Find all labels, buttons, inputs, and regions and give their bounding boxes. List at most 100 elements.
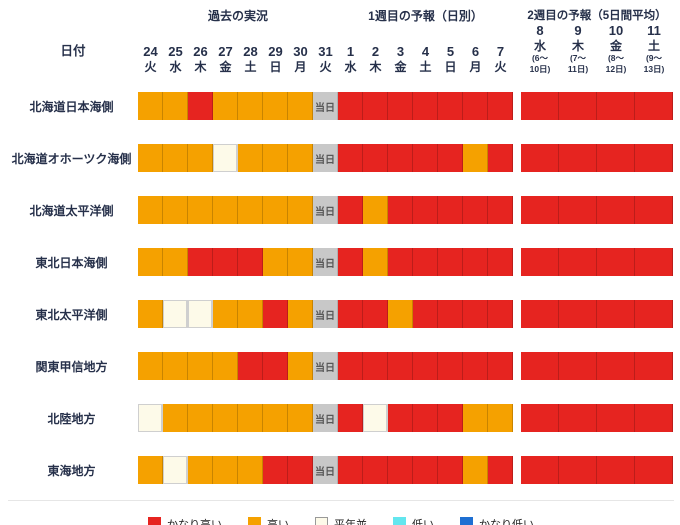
date-weekday: 土 <box>244 59 257 74</box>
date-weekday: 月 <box>469 59 482 74</box>
category-cell <box>188 92 213 120</box>
category-cell <box>463 144 488 172</box>
category-cell <box>188 196 213 224</box>
date-column-header: 29 日 <box>263 45 288 74</box>
category-cell <box>213 144 238 172</box>
category-cell <box>238 196 263 224</box>
date-number: 5 <box>446 44 455 60</box>
category-cell <box>163 92 188 120</box>
date-weekday: 水 <box>533 38 546 53</box>
category-cell <box>413 248 438 276</box>
category-cell <box>263 352 288 380</box>
category-cell <box>238 456 263 484</box>
date-range-top: (7〜 <box>569 52 587 63</box>
region-label: 関東甲信地方 <box>35 359 108 374</box>
date-column-header: 25 水 <box>163 45 188 74</box>
category-cell <box>363 248 388 276</box>
category-cell <box>413 352 438 380</box>
date-column-header: 27 金 <box>213 45 238 74</box>
category-cell <box>438 144 463 172</box>
category-cell <box>163 404 188 432</box>
category-cell <box>363 404 388 432</box>
category-cell <box>213 404 238 432</box>
category-cell <box>163 300 188 328</box>
category-cell <box>413 456 438 484</box>
date-number: 9 <box>574 23 582 38</box>
week2-cell <box>635 300 673 328</box>
category-cell <box>188 300 213 328</box>
date-weekday: 土 <box>647 38 660 53</box>
date-number: 11 <box>647 23 661 38</box>
category-cell <box>463 404 488 432</box>
legend-item: 低い <box>393 516 434 525</box>
region-rows: 北海道日本海側 当日 北海道オホーツク海側 当日 北海道太平洋側 当日 東北日本海側 当日 東北… <box>8 80 674 496</box>
category-cell <box>238 144 263 172</box>
category-cell <box>163 352 188 380</box>
category-cell <box>138 248 163 276</box>
week2-cell <box>635 248 673 276</box>
week2-cell <box>559 300 597 328</box>
date-weekday: 土 <box>419 59 432 74</box>
date-column-header: 24 火 <box>138 45 163 74</box>
date-number: 31 <box>318 44 333 60</box>
category-cell <box>463 196 488 224</box>
week2-cell <box>559 144 597 172</box>
legend: かなり高い 高い 平年並 低い かなり低い <box>8 500 674 525</box>
category-cell <box>338 92 363 120</box>
category-cell <box>463 248 488 276</box>
category-cell <box>263 92 288 120</box>
date-number: 3 <box>396 44 405 60</box>
category-cell <box>388 248 413 276</box>
region-row: 北海道太平洋側 当日 <box>8 184 674 236</box>
category-cell <box>338 300 363 328</box>
week2-cell <box>597 456 635 484</box>
category-cell <box>488 144 513 172</box>
category-cell <box>488 300 513 328</box>
legend-swatch <box>248 517 261 525</box>
week2-column-header: 9 木 (7〜 11日) <box>559 23 597 74</box>
date-number: 28 <box>243 44 258 60</box>
date-column-title: 日付 <box>60 43 86 58</box>
date-number: 1 <box>346 44 355 60</box>
category-cell <box>363 196 388 224</box>
category-cell <box>338 144 363 172</box>
category-cell <box>388 92 413 120</box>
date-header-row: 日付 24 火 25 水 26 木 27 金 28 土 29 日 30 月 31 火 1 水 2 木 3 金 4 土 5 日 6 月 7… <box>8 23 674 74</box>
region-row: 関東甲信地方 当日 <box>8 340 674 392</box>
date-range-bottom: 11日) <box>567 63 589 74</box>
date-weekday: 水 <box>169 59 182 74</box>
date-weekday: 日 <box>444 59 457 74</box>
legend-swatch <box>148 517 161 525</box>
region-label: 北海道オホーツク海側 <box>11 151 132 166</box>
category-cell <box>338 456 363 484</box>
category-cell <box>213 92 238 120</box>
category-cell <box>288 300 313 328</box>
category-cell <box>363 352 388 380</box>
date-number: 25 <box>168 44 183 60</box>
category-cell <box>188 456 213 484</box>
legend-item: かなり低い <box>460 516 534 525</box>
category-cell <box>363 300 388 328</box>
legend-swatch <box>393 517 406 525</box>
category-cell <box>288 404 313 432</box>
date-number: 30 <box>293 44 308 60</box>
week2-cell <box>559 456 597 484</box>
week2-cell <box>521 300 559 328</box>
region-row: 東海地方 当日 <box>8 444 674 496</box>
date-number: 4 <box>421 44 430 60</box>
date-weekday: 水 <box>344 59 357 74</box>
category-cell <box>188 248 213 276</box>
category-cell <box>188 352 213 380</box>
today-cell: 当日 <box>313 92 338 120</box>
week2-cell <box>597 92 635 120</box>
category-cell <box>413 300 438 328</box>
week2-cell <box>635 352 673 380</box>
category-cell <box>338 248 363 276</box>
week2-cell <box>521 352 559 380</box>
category-cell <box>138 300 163 328</box>
week2-cell <box>559 248 597 276</box>
date-weekday: 火 <box>319 59 332 74</box>
